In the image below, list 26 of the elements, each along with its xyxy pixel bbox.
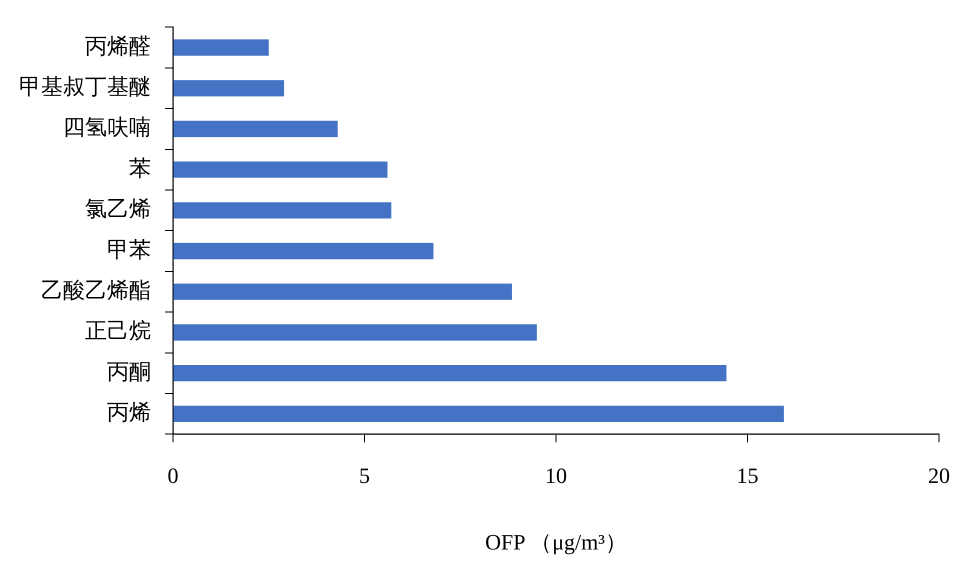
x-tick-label: 10	[545, 463, 567, 488]
y-tick-label: 丙烯醛	[85, 33, 151, 58]
bar	[174, 80, 284, 96]
y-tick-label: 甲基叔丁基醚	[19, 74, 151, 100]
x-tick-label: 20	[928, 463, 950, 488]
bar	[174, 406, 784, 422]
bar	[174, 242, 434, 260]
bar	[174, 284, 512, 300]
bar	[174, 365, 726, 382]
y-tick-label: 乙酸乙烯酯	[41, 278, 151, 303]
y-tick-label: 氯乙烯	[85, 196, 151, 222]
bar	[174, 162, 388, 178]
y-tick-label: 四氢呋喃	[63, 114, 151, 140]
x-tick-label: 5	[359, 463, 370, 488]
x-axis-title: OFP （μg/m³）	[485, 530, 627, 555]
x-tick-label: 0	[168, 463, 178, 488]
y-tick-label: 丙烯	[107, 400, 151, 425]
bar	[174, 324, 537, 341]
y-tick-label: 丙酮	[107, 358, 151, 384]
bar	[174, 39, 269, 56]
y-tick-label: 正己烷	[85, 318, 151, 344]
bar	[174, 202, 392, 218]
bar	[174, 120, 338, 138]
x-tick-label: 15	[736, 463, 758, 488]
y-tick-label: 苯	[129, 155, 151, 180]
y-tick-label: 甲苯	[107, 236, 151, 262]
